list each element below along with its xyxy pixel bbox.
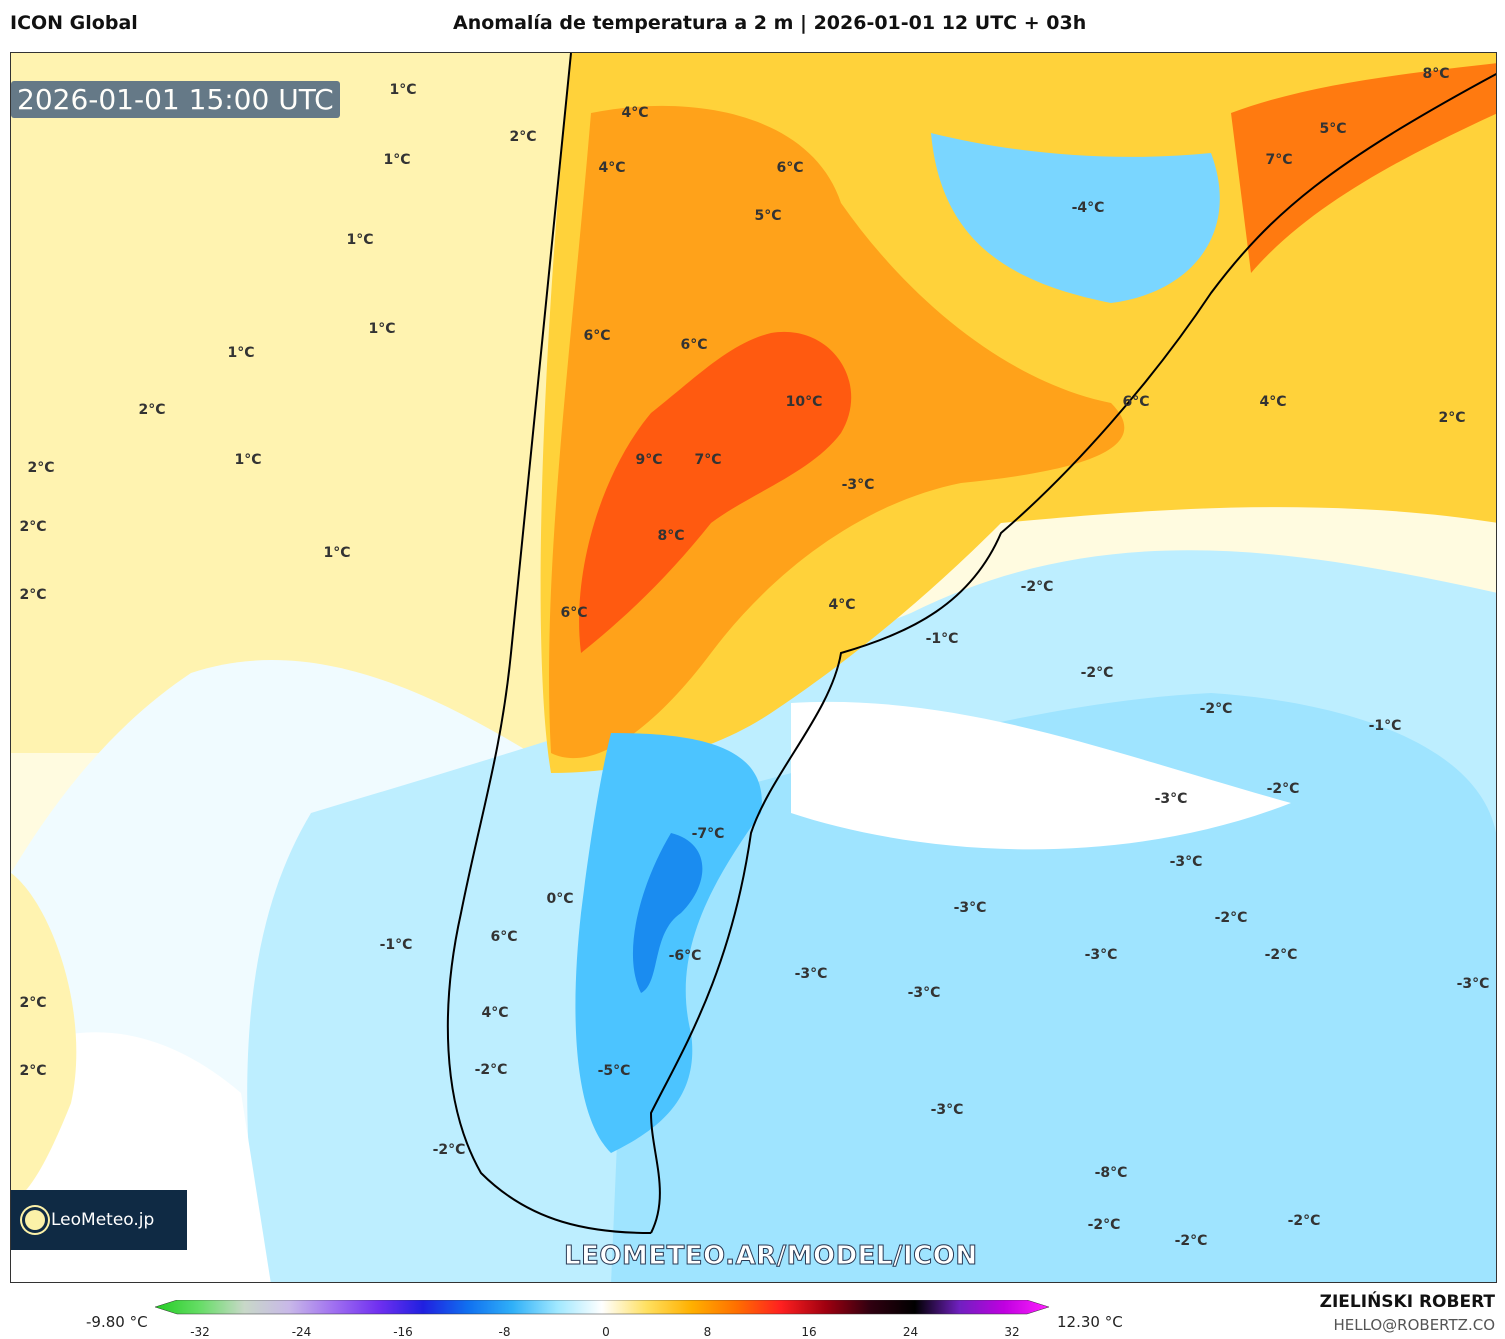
contour-label: -3°C: [794, 966, 828, 982]
contour-label: 6°C: [1122, 394, 1150, 410]
colorbar-tick: -24: [291, 1325, 312, 1339]
colorbar: [155, 1300, 1050, 1315]
contour-label: 1°C: [383, 152, 411, 168]
contour-label: -3°C: [1169, 854, 1203, 870]
colorbar-bar: [155, 1300, 1050, 1315]
contour-label: -3°C: [841, 477, 875, 493]
deep-blue-patagonia: [632, 833, 703, 993]
map-field: [11, 53, 1496, 1282]
contour-label: 2°C: [27, 460, 55, 476]
contour-label: 6°C: [560, 605, 588, 621]
contour-label: 1°C: [227, 345, 255, 361]
contour-label: 8°C: [657, 528, 685, 544]
logo-text: LeoMeteo.jp: [51, 1210, 155, 1230]
contour-label: -1°C: [379, 937, 413, 953]
contour-label: -4°C: [1071, 200, 1105, 216]
coastline: [446, 53, 1496, 1234]
colorbar-tick: 8: [703, 1325, 712, 1339]
contour-label: 6°C: [490, 929, 518, 945]
contour-label: -7°C: [691, 826, 725, 842]
contour-label: -6°C: [668, 948, 702, 964]
contour-label: -3°C: [1084, 947, 1118, 963]
red-core: [579, 331, 852, 653]
sun-icon: [25, 1210, 45, 1230]
white-band: [791, 701, 1291, 850]
contour-label: -5°C: [597, 1063, 631, 1079]
contour-label: -2°C: [1264, 947, 1298, 963]
contour-label: 4°C: [481, 1005, 509, 1021]
contour-label: 6°C: [680, 337, 708, 353]
author-email: HELLO@ROBERTZ.CO: [1333, 1316, 1495, 1334]
valid-time-badge: 2026-01-01 15:00 UTC: [11, 81, 340, 118]
contour-label: 2°C: [1438, 410, 1466, 426]
contour-label: 1°C: [234, 452, 262, 468]
contour-label: 4°C: [598, 160, 626, 176]
contour-label: 5°C: [754, 208, 782, 224]
contour-label: 1°C: [389, 82, 417, 98]
contour-label: 0°C: [546, 891, 574, 907]
author-credit: ZIELIŃSKI ROBERT: [1319, 1292, 1495, 1312]
blue-land-ne: [931, 133, 1220, 303]
contour-label: -2°C: [1174, 1233, 1208, 1249]
contour-label: 4°C: [621, 105, 649, 121]
colorbar-tick: 16: [801, 1325, 817, 1339]
contour-label: -2°C: [1080, 665, 1114, 681]
colorbar-tick: -8: [498, 1325, 511, 1339]
contour-label: -3°C: [907, 985, 941, 1001]
contour-label: 6°C: [776, 160, 804, 176]
contour-label: 2°C: [19, 995, 47, 1011]
contour-label: 4°C: [828, 597, 856, 613]
contour-label: 7°C: [694, 452, 722, 468]
contour-label: -2°C: [1199, 701, 1233, 717]
leometeo-logo: LeoMeteo.jp: [11, 1190, 187, 1250]
contour-label: 1°C: [346, 232, 374, 248]
watermark-url: LEOMETEO.AR/MODEL/ICON: [564, 1241, 978, 1272]
colorbar-max: 12.30 °C: [1057, 1313, 1123, 1331]
contour-label: 2°C: [509, 129, 537, 145]
contour-label: 9°C: [635, 452, 663, 468]
contour-label: 7°C: [1265, 152, 1293, 168]
contour-label: -2°C: [1266, 781, 1300, 797]
contour-label: 1°C: [323, 545, 351, 561]
contour-label: 1°C: [368, 321, 396, 337]
temperature-anomaly-map[interactable]: 2026-01-01 15:00 UTC 1°C 2°C 1°C 1°C 1°C 1°C 2…: [10, 52, 1497, 1283]
contour-label: 6°C: [583, 328, 611, 344]
contour-label: -1°C: [925, 631, 959, 647]
contour-label: 2°C: [19, 519, 47, 535]
contour-label: -2°C: [1020, 579, 1054, 595]
colorbar-tick: -32: [190, 1325, 210, 1339]
contour-label: -2°C: [1087, 1217, 1121, 1233]
orange-coast-ne: [1231, 63, 1496, 273]
contour-label: -1°C: [1368, 718, 1402, 734]
colorbar-tick: 0: [602, 1325, 610, 1339]
contour-label: 4°C: [1259, 394, 1287, 410]
chart-title: Anomalía de temperatura a 2 m | 2026-01-…: [453, 12, 1087, 34]
contour-label: -3°C: [953, 900, 987, 916]
pale-ocean-north: [11, 53, 591, 753]
yellow-patch-sw: [11, 873, 77, 1203]
contour-label: 10°C: [785, 394, 823, 410]
contour-label: -3°C: [930, 1102, 964, 1118]
blue-patagonia: [575, 733, 762, 1153]
colorbar-tick: -16: [393, 1325, 413, 1339]
contour-label: -2°C: [1287, 1213, 1321, 1229]
contour-label: -3°C: [1456, 976, 1490, 992]
model-name: ICON Global: [10, 12, 138, 34]
contour-label: -8°C: [1094, 1165, 1128, 1181]
contour-label: 5°C: [1319, 121, 1347, 137]
colorbar-tick: 32: [1004, 1325, 1020, 1339]
contour-label: 2°C: [138, 402, 166, 418]
contour-label: -3°C: [1154, 791, 1188, 807]
colorbar-tick: 24: [902, 1325, 919, 1339]
contour-label: -2°C: [432, 1142, 466, 1158]
blue-ocean-deeper: [611, 693, 1496, 1282]
contour-label: 8°C: [1422, 66, 1450, 82]
contour-label: 2°C: [19, 1063, 47, 1079]
contour-label: 2°C: [19, 587, 47, 603]
contour-label: -2°C: [474, 1062, 508, 1078]
colorbar-min: -9.80 °C: [86, 1313, 148, 1331]
contour-label: -2°C: [1214, 910, 1248, 926]
